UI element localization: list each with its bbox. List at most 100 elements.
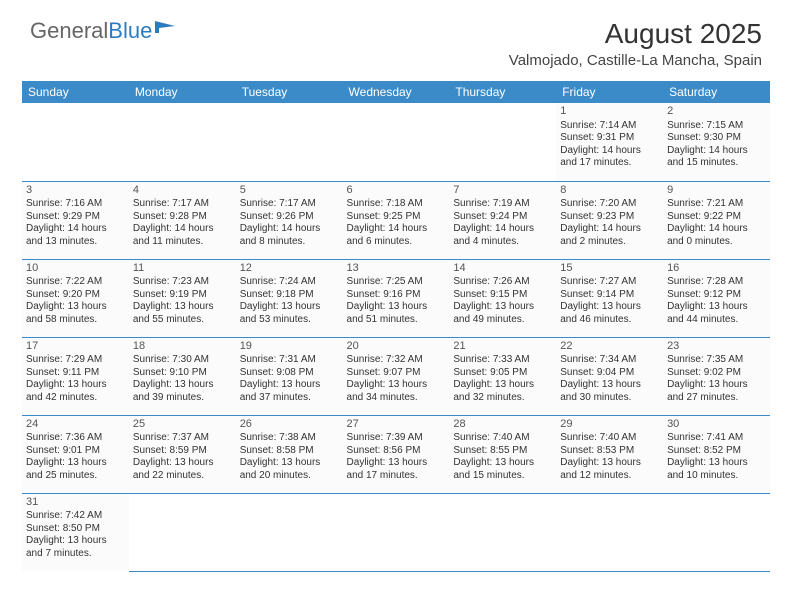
daylight-line: Daylight: 13 hours and 25 minutes. (26, 457, 125, 482)
sunset-line: Sunset: 9:11 PM (26, 367, 125, 380)
calendar-week-row: 3Sunrise: 7:16 AMSunset: 9:29 PMDaylight… (22, 181, 770, 259)
sunrise-line: Sunrise: 7:41 AM (667, 432, 766, 445)
day-number: 21 (453, 340, 552, 354)
day-number: 10 (26, 262, 125, 276)
sunrise-line: Sunrise: 7:33 AM (453, 354, 552, 367)
calendar-week-row: 17Sunrise: 7:29 AMSunset: 9:11 PMDayligh… (22, 337, 770, 415)
sunrise-line: Sunrise: 7:34 AM (560, 354, 659, 367)
day-cell: 23Sunrise: 7:35 AMSunset: 9:02 PMDayligh… (663, 337, 770, 415)
sunrise-line: Sunrise: 7:37 AM (133, 432, 232, 445)
sunset-line: Sunset: 9:02 PM (667, 367, 766, 380)
daylight-line: Daylight: 14 hours and 0 minutes. (667, 223, 766, 248)
daylight-line: Daylight: 13 hours and 55 minutes. (133, 301, 232, 326)
month-title: August 2025 (509, 18, 762, 50)
daylight-line: Daylight: 13 hours and 10 minutes. (667, 457, 766, 482)
daylight-line: Daylight: 13 hours and 12 minutes. (560, 457, 659, 482)
day-number: 12 (240, 262, 339, 276)
title-block: August 2025 Valmojado, Castille-La Manch… (509, 18, 762, 69)
daylight-line: Daylight: 13 hours and 51 minutes. (347, 301, 446, 326)
logo-text-b: Blue (108, 18, 152, 44)
header: GeneralBlue August 2025 Valmojado, Casti… (0, 0, 792, 75)
day-number: 17 (26, 340, 125, 354)
sunset-line: Sunset: 8:58 PM (240, 445, 339, 458)
day-cell: 22Sunrise: 7:34 AMSunset: 9:04 PMDayligh… (556, 337, 663, 415)
day-cell: 10Sunrise: 7:22 AMSunset: 9:20 PMDayligh… (22, 259, 129, 337)
sunset-line: Sunset: 9:26 PM (240, 211, 339, 224)
day-cell: 13Sunrise: 7:25 AMSunset: 9:16 PMDayligh… (343, 259, 450, 337)
day-cell: 8Sunrise: 7:20 AMSunset: 9:23 PMDaylight… (556, 181, 663, 259)
day-cell: 18Sunrise: 7:30 AMSunset: 9:10 PMDayligh… (129, 337, 236, 415)
sunset-line: Sunset: 9:25 PM (347, 211, 446, 224)
daylight-line: Daylight: 13 hours and 34 minutes. (347, 379, 446, 404)
day-cell: 28Sunrise: 7:40 AMSunset: 8:55 PMDayligh… (449, 415, 556, 493)
day-cell: 29Sunrise: 7:40 AMSunset: 8:53 PMDayligh… (556, 415, 663, 493)
empty-cell (343, 103, 450, 181)
empty-cell (449, 493, 556, 571)
day-number: 8 (560, 184, 659, 198)
day-cell: 31Sunrise: 7:42 AMSunset: 8:50 PMDayligh… (22, 493, 129, 571)
calendar-week-row: 1Sunrise: 7:14 AMSunset: 9:31 PMDaylight… (22, 103, 770, 181)
sunrise-line: Sunrise: 7:22 AM (26, 276, 125, 289)
location: Valmojado, Castille-La Mancha, Spain (509, 52, 762, 69)
sunset-line: Sunset: 9:08 PM (240, 367, 339, 380)
empty-cell (556, 493, 663, 571)
daylight-line: Daylight: 13 hours and 20 minutes. (240, 457, 339, 482)
day-cell: 7Sunrise: 7:19 AMSunset: 9:24 PMDaylight… (449, 181, 556, 259)
day-cell: 25Sunrise: 7:37 AMSunset: 8:59 PMDayligh… (129, 415, 236, 493)
day-cell: 2Sunrise: 7:15 AMSunset: 9:30 PMDaylight… (663, 103, 770, 181)
day-number: 24 (26, 418, 125, 432)
daylight-line: Daylight: 14 hours and 8 minutes. (240, 223, 339, 248)
sunset-line: Sunset: 9:18 PM (240, 289, 339, 302)
day-number: 25 (133, 418, 232, 432)
day-cell: 24Sunrise: 7:36 AMSunset: 9:01 PMDayligh… (22, 415, 129, 493)
sunrise-line: Sunrise: 7:14 AM (560, 120, 659, 133)
sunset-line: Sunset: 8:53 PM (560, 445, 659, 458)
day-cell: 5Sunrise: 7:17 AMSunset: 9:26 PMDaylight… (236, 181, 343, 259)
daylight-line: Daylight: 13 hours and 22 minutes. (133, 457, 232, 482)
day-number: 6 (347, 184, 446, 198)
daylight-line: Daylight: 14 hours and 4 minutes. (453, 223, 552, 248)
daylight-line: Daylight: 13 hours and 44 minutes. (667, 301, 766, 326)
daylight-line: Daylight: 13 hours and 49 minutes. (453, 301, 552, 326)
day-cell: 19Sunrise: 7:31 AMSunset: 9:08 PMDayligh… (236, 337, 343, 415)
sunrise-line: Sunrise: 7:30 AM (133, 354, 232, 367)
sunset-line: Sunset: 8:50 PM (26, 523, 125, 536)
sunset-line: Sunset: 8:52 PM (667, 445, 766, 458)
daylight-line: Daylight: 13 hours and 58 minutes. (26, 301, 125, 326)
daylight-line: Daylight: 14 hours and 15 minutes. (667, 145, 766, 170)
day-cell: 14Sunrise: 7:26 AMSunset: 9:15 PMDayligh… (449, 259, 556, 337)
daylight-line: Daylight: 13 hours and 15 minutes. (453, 457, 552, 482)
day-cell: 9Sunrise: 7:21 AMSunset: 9:22 PMDaylight… (663, 181, 770, 259)
sunset-line: Sunset: 9:24 PM (453, 211, 552, 224)
sunset-line: Sunset: 9:19 PM (133, 289, 232, 302)
weekday-header: Friday (556, 81, 663, 103)
daylight-line: Daylight: 13 hours and 27 minutes. (667, 379, 766, 404)
logo-flag-icon (155, 19, 179, 37)
daylight-line: Daylight: 14 hours and 6 minutes. (347, 223, 446, 248)
weekday-header: Wednesday (343, 81, 450, 103)
day-cell: 30Sunrise: 7:41 AMSunset: 8:52 PMDayligh… (663, 415, 770, 493)
day-cell: 6Sunrise: 7:18 AMSunset: 9:25 PMDaylight… (343, 181, 450, 259)
sunset-line: Sunset: 9:05 PM (453, 367, 552, 380)
day-number: 27 (347, 418, 446, 432)
sunrise-line: Sunrise: 7:38 AM (240, 432, 339, 445)
day-number: 11 (133, 262, 232, 276)
daylight-line: Daylight: 13 hours and 42 minutes. (26, 379, 125, 404)
daylight-line: Daylight: 14 hours and 2 minutes. (560, 223, 659, 248)
empty-cell (129, 103, 236, 181)
sunrise-line: Sunrise: 7:39 AM (347, 432, 446, 445)
weekday-header: Saturday (663, 81, 770, 103)
day-number: 26 (240, 418, 339, 432)
day-number: 23 (667, 340, 766, 354)
day-number: 20 (347, 340, 446, 354)
sunrise-line: Sunrise: 7:26 AM (453, 276, 552, 289)
empty-cell (343, 493, 450, 571)
day-number: 22 (560, 340, 659, 354)
sunset-line: Sunset: 8:55 PM (453, 445, 552, 458)
day-cell: 21Sunrise: 7:33 AMSunset: 9:05 PMDayligh… (449, 337, 556, 415)
weekday-header: Monday (129, 81, 236, 103)
sunrise-line: Sunrise: 7:15 AM (667, 120, 766, 133)
day-number: 3 (26, 184, 125, 198)
daylight-line: Daylight: 13 hours and 7 minutes. (26, 535, 125, 560)
sunrise-line: Sunrise: 7:17 AM (133, 198, 232, 211)
